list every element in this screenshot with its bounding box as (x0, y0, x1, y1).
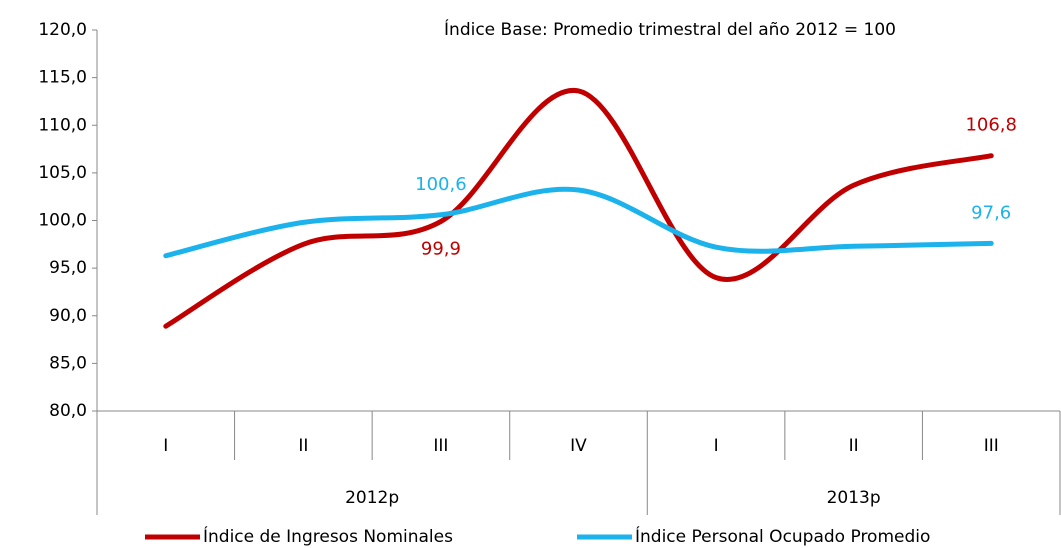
series-line (163, 186, 994, 259)
y-tick-label: 120,0 (38, 20, 87, 40)
data-label: 97,6 (971, 202, 1011, 223)
x-tick-label: I (163, 436, 168, 456)
x-tick-label: II (849, 436, 859, 456)
y-tick-label: 95,0 (49, 258, 87, 278)
legend-label: Índice de Ingresos Nominales (203, 525, 453, 547)
x-tick-label: IV (570, 436, 587, 456)
y-tick-label: 80,0 (49, 401, 87, 421)
x-tick-label: III (433, 436, 448, 456)
chart-title: Índice Base: Promedio trimestral del año… (444, 18, 896, 40)
y-tick-label: 110,0 (38, 115, 87, 135)
data-label: 100,6 (415, 174, 467, 195)
y-tick-label: 100,0 (38, 211, 87, 231)
x-group-label: 2013p (827, 488, 881, 508)
y-tick-label: 90,0 (49, 306, 87, 326)
data-label: 106,8 (965, 115, 1017, 136)
y-tick-label: 115,0 (38, 68, 87, 88)
x-tick-label: II (298, 436, 308, 456)
legend-label: Índice Personal Ocupado Promedio (635, 525, 930, 547)
y-tick-label: 105,0 (38, 163, 87, 183)
x-tick-label: I (714, 436, 719, 456)
x-group-label: 2012p (345, 488, 399, 508)
series-line (163, 88, 994, 329)
data-label: 99,9 (421, 238, 461, 259)
y-tick-label: 85,0 (49, 353, 87, 373)
x-tick-label: III (984, 436, 999, 456)
